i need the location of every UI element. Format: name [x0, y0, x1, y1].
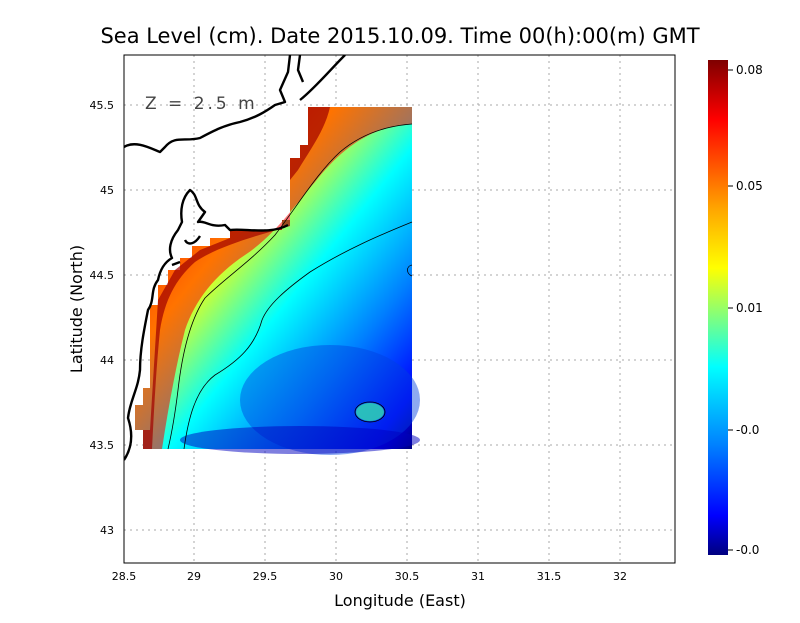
y-tick-label: 44 [100, 354, 114, 367]
x-tick-label: 28.5 [112, 570, 137, 583]
y-axis: 43 43.5 44 44.5 45 45.5 [90, 99, 115, 537]
x-axis-label: Longitude (East) [334, 591, 466, 610]
contour-lines [167, 123, 413, 450]
y-tick-label: 43.5 [90, 439, 115, 452]
x-tick-label: 31.5 [537, 570, 562, 583]
x-tick-label: 30.5 [395, 570, 420, 583]
chart-title: Sea Level (cm). Date 2015.10.09. Time 00… [100, 24, 699, 48]
warm-eddy [356, 403, 384, 421]
x-tick-label: 31 [471, 570, 485, 583]
y-tick-label: 44.5 [90, 269, 115, 282]
x-tick-label: 30 [329, 570, 343, 583]
depth-annotation: Z = 2.5 m [145, 94, 258, 114]
coastal-darkred-band [143, 107, 330, 449]
colorbar: 0.08 0.05 0.01 -0.0 -0.0 [708, 60, 763, 557]
coastal-warm-band [135, 107, 412, 449]
y-axis-label: Latitude (North) [67, 245, 86, 373]
coastline [124, 55, 346, 461]
colorbar-label: -0.0 [736, 543, 759, 557]
plot-area: Z = 2.5 m [123, 54, 676, 564]
colorbar-gradient [708, 60, 728, 555]
y-tick-label: 45 [100, 184, 114, 197]
x-axis: 28.5 29 29.5 30 30.5 31 31.5 32 [112, 570, 627, 583]
x-tick-label: 29 [187, 570, 201, 583]
y-tick-label: 45.5 [90, 99, 115, 112]
colorbar-label: 0.08 [736, 63, 763, 77]
sea-level-field [135, 107, 412, 449]
y-tick-label: 43 [100, 524, 114, 537]
colorbar-ticks [728, 69, 733, 551]
x-tick-label: 29.5 [253, 570, 278, 583]
colorbar-label: 0.05 [736, 179, 763, 193]
plot-frame [123, 54, 676, 564]
x-tick-label: 32 [613, 570, 627, 583]
colorbar-label: 0.01 [736, 301, 763, 315]
colorbar-label: -0.0 [736, 423, 759, 437]
cold-bottom [180, 426, 420, 454]
